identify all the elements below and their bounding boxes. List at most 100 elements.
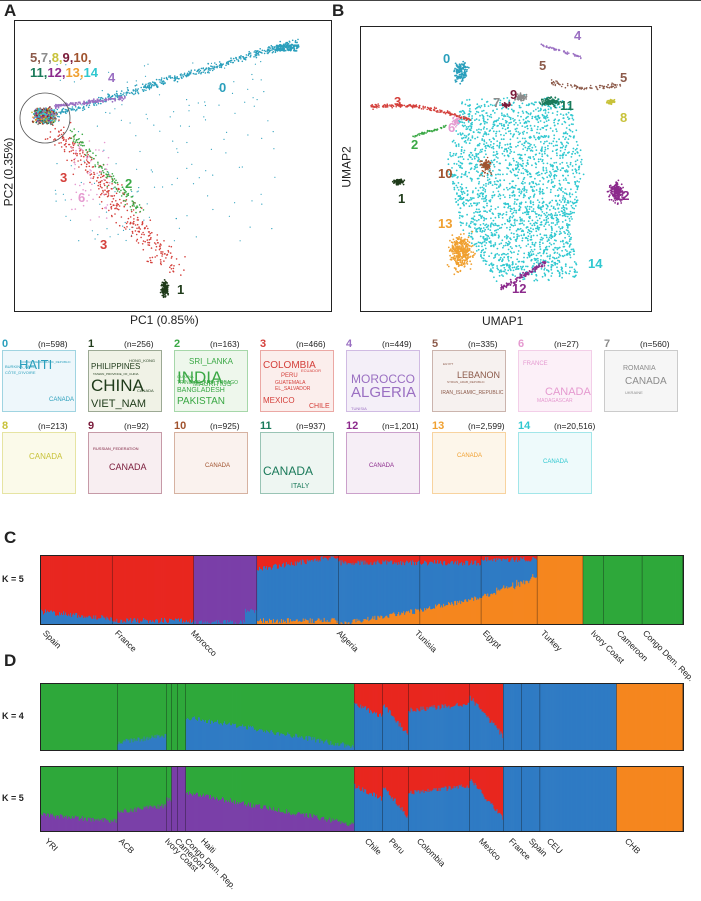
umap-point-13 (461, 252, 464, 254)
umap-point-14 (546, 204, 549, 207)
umap-point-14 (505, 241, 507, 244)
umap-point-14 (508, 162, 511, 165)
pca-point-2 (106, 171, 109, 173)
umap-point-14 (516, 235, 519, 238)
umap-point-14 (567, 103, 570, 106)
pca-point-0 (288, 48, 291, 50)
pca-point-3 (170, 245, 173, 248)
pca-point-3 (149, 232, 152, 235)
umap-point-14 (460, 175, 463, 178)
umap-point-14 (539, 248, 542, 251)
umap-point-14 (472, 197, 475, 200)
pca-point-3 (163, 260, 165, 262)
umap-point-14 (562, 153, 564, 156)
umap-point-14 (546, 116, 549, 119)
umap-point-14 (519, 216, 521, 219)
pca-point-0 (176, 77, 178, 80)
umap-point-14 (549, 175, 552, 178)
umap-point-14 (566, 170, 569, 173)
pca-point-2 (101, 167, 103, 169)
pca-point-blob (48, 109, 50, 112)
umap-point-14 (481, 245, 483, 248)
umap-point-14 (528, 147, 531, 150)
umap-point-14 (492, 109, 495, 112)
umap-point-14 (478, 158, 480, 161)
umap-point-14 (466, 99, 468, 101)
pca-point-3 (65, 139, 67, 141)
pca-point-3 (136, 223, 139, 226)
umap-point-14 (562, 117, 565, 120)
pca-point-6 (106, 163, 109, 166)
umap-point-14 (477, 171, 479, 174)
pca-point-0 (252, 78, 254, 80)
umap-point-14 (496, 224, 499, 227)
umap-point-14 (507, 188, 509, 191)
umap-point-14 (481, 198, 483, 200)
pca-point-3 (107, 190, 109, 192)
umap-point-14 (529, 227, 532, 230)
pca-point-0 (80, 181, 82, 184)
pca-point-6 (103, 141, 106, 144)
umap-point-14 (568, 124, 571, 127)
umap-point-14 (561, 161, 564, 164)
umap-point-14 (524, 188, 526, 191)
umap-point-14 (499, 104, 501, 106)
pca-point-2 (131, 195, 134, 198)
umap-point-14 (562, 197, 564, 199)
umap-point-14 (540, 236, 543, 239)
umap-point-14 (542, 205, 545, 208)
pca-point-6 (86, 157, 88, 159)
umap-point-14 (520, 234, 523, 237)
umap-point-14 (514, 175, 517, 177)
umap-point-14 (577, 168, 580, 171)
pca-point-0 (153, 124, 155, 126)
umap-point-14 (539, 193, 541, 195)
umap-point-14 (578, 154, 581, 157)
pca-point-0 (225, 64, 227, 67)
umap-point-14 (488, 241, 491, 244)
pca-point-1 (166, 290, 169, 293)
umap-point-14 (558, 260, 561, 262)
pca-point-0 (253, 51, 255, 53)
pca-point-3 (106, 195, 109, 198)
umap-point-13 (462, 255, 465, 258)
pca-point-2 (132, 200, 134, 203)
pca-point-0 (113, 187, 115, 189)
umap-point-14 (490, 116, 493, 119)
pca-point-0 (186, 72, 189, 75)
umap-point-14 (479, 214, 482, 217)
umap-point-14 (468, 105, 471, 107)
umap-point-14 (455, 145, 458, 148)
umap-point-14 (565, 108, 568, 111)
umap-point-14 (501, 146, 503, 149)
umap-point-14 (501, 214, 504, 216)
umap-point-14 (519, 122, 522, 124)
pca-point-0 (234, 202, 236, 204)
pca-point-blob (34, 115, 37, 118)
umap-point-14 (490, 231, 493, 234)
umap-point-14 (468, 115, 470, 118)
pca-point-2 (100, 172, 103, 174)
umap-point-14 (484, 233, 487, 236)
umap-point-14 (532, 250, 534, 253)
pca-point-3 (167, 251, 170, 253)
umap-point-14 (532, 110, 535, 112)
pca-point-2 (91, 157, 93, 159)
pca-point-2 (102, 169, 104, 172)
umap-point-14 (512, 120, 515, 122)
umap-point-14 (529, 246, 532, 248)
umap-point-14 (522, 278, 524, 281)
umap-point-14 (476, 129, 478, 131)
umap-point-14 (472, 131, 475, 134)
umap-point-14 (470, 180, 473, 182)
pca-point-6 (98, 149, 100, 151)
pca-point-0 (69, 219, 72, 221)
umap-point-14 (558, 106, 561, 109)
umap-point-14 (470, 220, 473, 223)
pca-point-0 (269, 47, 271, 49)
umap-point-14 (533, 193, 536, 196)
pca-point-blob (38, 117, 41, 120)
umap-point-14 (497, 268, 500, 271)
pca-point-0 (82, 109, 84, 112)
pca-point-4 (84, 102, 87, 104)
